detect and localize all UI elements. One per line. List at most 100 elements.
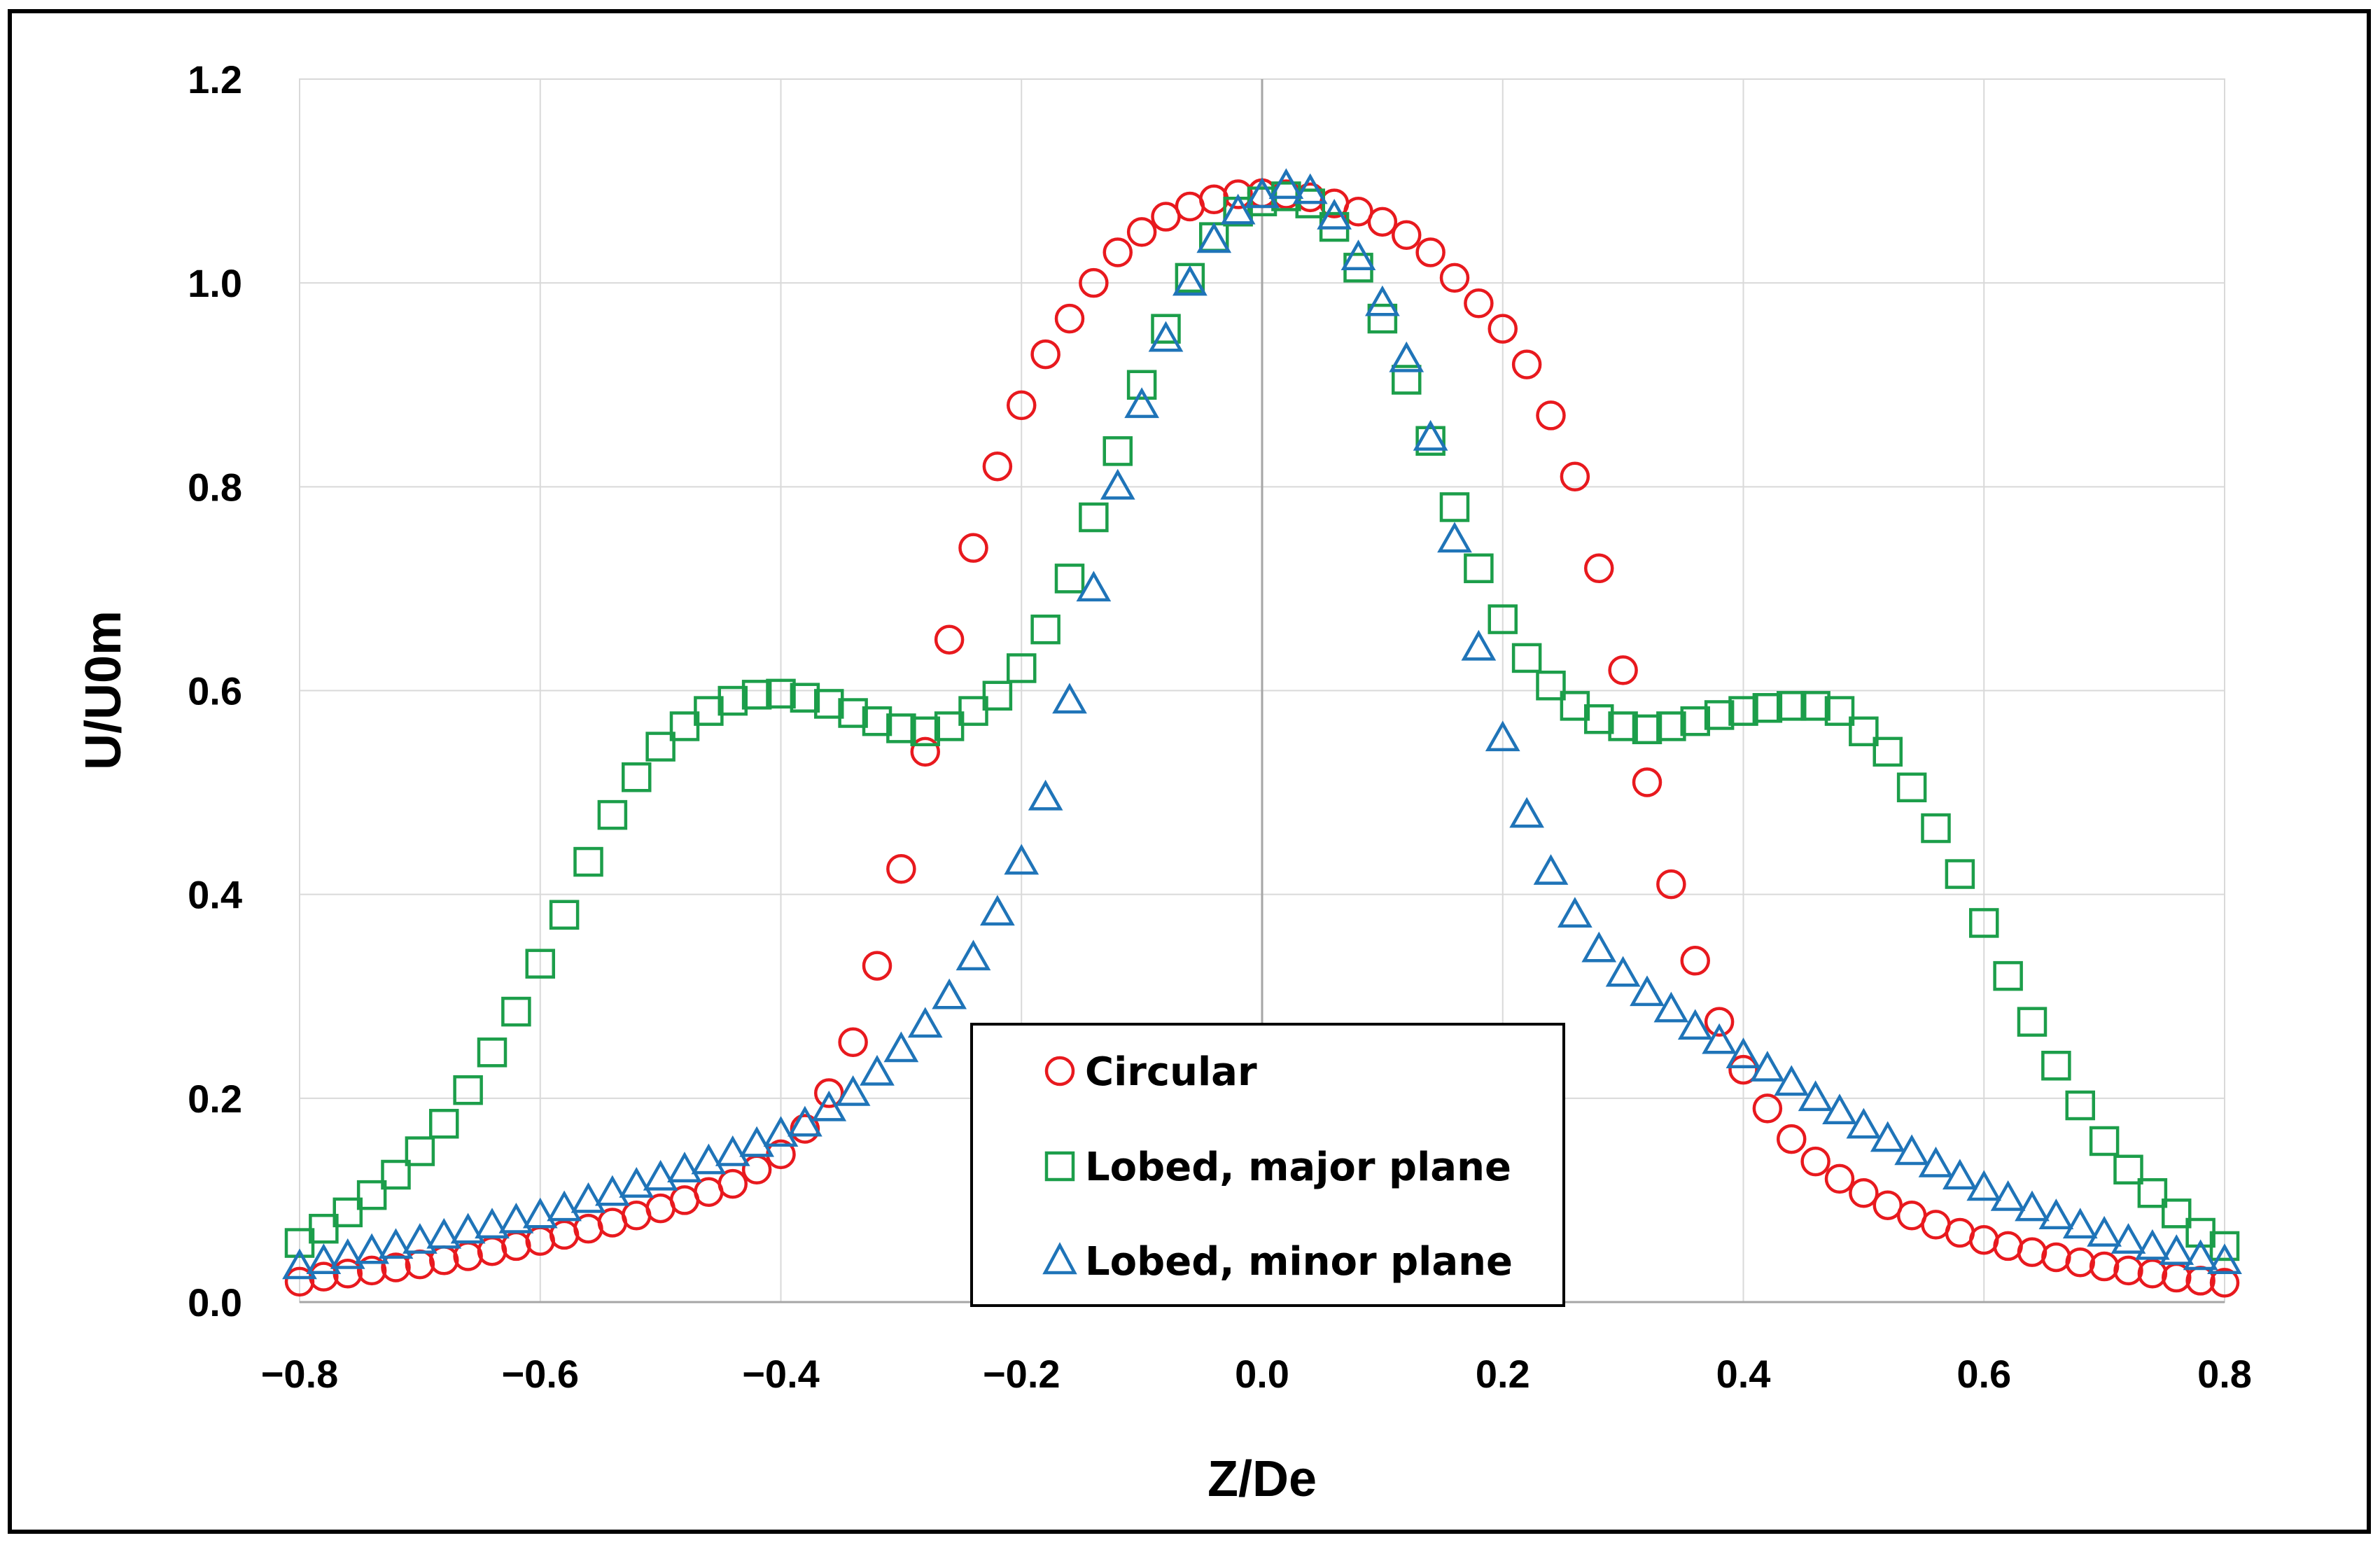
data-point-triangle xyxy=(1558,897,1592,928)
data-point-circle xyxy=(1007,390,1037,421)
data-point-circle xyxy=(2065,1247,2095,1278)
series-square xyxy=(284,181,2240,1261)
data-point-square xyxy=(573,846,603,877)
y-tick-label: 0.6 xyxy=(188,669,242,713)
data-point-circle xyxy=(2137,1258,2168,1289)
data-point-circle xyxy=(886,854,916,884)
data-point-square xyxy=(886,713,916,743)
y-tick-label: 0.4 xyxy=(188,873,242,917)
data-point-square xyxy=(1584,704,1614,734)
data-point-triangle xyxy=(1004,844,1040,875)
data-point-square xyxy=(356,1180,387,1210)
data-point-triangle xyxy=(2087,1215,2122,1247)
data-point-circle xyxy=(1223,179,1253,209)
data-point-square xyxy=(453,1075,483,1105)
data-point-circle xyxy=(1632,767,1662,797)
data-point-triangle xyxy=(883,1031,919,1063)
data-point-circle xyxy=(1392,220,1422,250)
data-point-triangle xyxy=(715,1135,750,1166)
data-point-circle xyxy=(1777,1124,1807,1154)
data-point-circle xyxy=(838,1027,868,1058)
data-point-circle xyxy=(1680,946,1710,976)
data-point-square xyxy=(694,696,724,726)
data-point-circle xyxy=(1584,553,1614,584)
data-point-triangle xyxy=(1220,193,1256,225)
tick-labels: −0.8 −0.6 −0.4 −0.2 0.0 0.2 0.4 0.6 0.8 0.0 0.2 0.4… xyxy=(188,57,2252,1396)
data-point-triangle xyxy=(354,1233,389,1264)
x-tick-label: −0.6 xyxy=(501,1352,579,1396)
data-point-triangle xyxy=(1100,468,1135,500)
data-point-triangle xyxy=(570,1182,606,1213)
data-point-circle xyxy=(381,1252,411,1282)
data-point-square xyxy=(405,1136,435,1166)
data-point-triangle xyxy=(1798,1080,1833,1112)
data-point-triangle xyxy=(1437,522,1472,553)
data-point-circle xyxy=(1415,237,1446,267)
data-point-triangle xyxy=(1196,222,1232,253)
data-point-triangle xyxy=(691,1143,727,1175)
data-point-circle xyxy=(1464,288,1494,319)
data-point-circle xyxy=(1488,314,1518,344)
y-tick-label: 1.2 xyxy=(188,57,242,102)
data-point-square xyxy=(1030,614,1060,645)
data-point-circle xyxy=(1704,1007,1735,1037)
x-tick-label: 0.2 xyxy=(1476,1352,1530,1396)
data-point-circle xyxy=(958,533,988,563)
data-point-triangle xyxy=(1870,1121,1905,1152)
legend-triangle-marker xyxy=(1042,1242,1077,1275)
data-point-triangle xyxy=(1485,720,1520,752)
data-point-triangle xyxy=(2207,1243,2242,1275)
data-point-square xyxy=(1849,716,1879,746)
data-point-square xyxy=(1392,365,1422,395)
data-point-circle xyxy=(814,1078,844,1108)
data-point-square xyxy=(1680,706,1710,736)
data-point-square xyxy=(669,711,700,741)
data-point-triangle xyxy=(2159,1234,2194,1265)
data-point-square xyxy=(766,678,796,709)
data-point-triangle xyxy=(619,1167,654,1198)
data-point-triangle xyxy=(811,1090,847,1121)
data-point-circle xyxy=(1054,303,1085,334)
data-point-triangle xyxy=(1124,387,1159,419)
data-point-square xyxy=(2209,1231,2240,1261)
data-point-square xyxy=(1728,696,1758,726)
data-point-circle xyxy=(1367,207,1398,237)
data-point-circle xyxy=(1030,339,1060,370)
legend-circle-marker xyxy=(1044,1056,1075,1086)
data-point-circle xyxy=(790,1114,820,1144)
data-point-square xyxy=(1536,670,1566,701)
data-point-square xyxy=(1777,691,1807,721)
data-point-triangle xyxy=(1966,1170,2002,1201)
data-point-circle xyxy=(910,736,940,767)
data-point-triangle xyxy=(1509,797,1544,828)
data-point-triangle xyxy=(980,895,1015,926)
data-point-square xyxy=(1945,859,1975,889)
data-point-triangle xyxy=(1340,239,1376,271)
data-series xyxy=(282,168,2242,1298)
legend: Circular Lobed, major plane Lobed, minor… xyxy=(970,1023,1565,1307)
data-point-triangle xyxy=(835,1075,871,1106)
data-point-circle xyxy=(1511,349,1542,379)
data-point-circle xyxy=(1800,1146,1830,1177)
data-point-circle xyxy=(1824,1163,1855,1194)
data-point-square xyxy=(645,732,676,762)
data-point-circle xyxy=(1536,400,1566,431)
data-point-square xyxy=(332,1197,363,1228)
data-point-triangle xyxy=(2183,1239,2218,1271)
data-point-triangle xyxy=(1533,854,1569,885)
data-point-triangle xyxy=(1918,1146,1954,1177)
legend-label-lobed-minor: Lobed, minor plane xyxy=(1085,1239,1513,1285)
data-point-triangle xyxy=(1581,931,1617,963)
data-point-square xyxy=(958,696,988,726)
data-point-circle xyxy=(1439,263,1470,293)
data-point-triangle xyxy=(595,1175,630,1206)
data-point-triangle xyxy=(1268,168,1304,200)
data-point-triangle xyxy=(522,1197,558,1229)
data-point-triangle xyxy=(1822,1093,1857,1125)
data-point-square xyxy=(2162,1198,2192,1229)
data-point-triangle xyxy=(2038,1198,2074,1229)
data-point-triangle xyxy=(475,1208,510,1239)
data-point-square xyxy=(1464,553,1494,584)
data-point-triangle xyxy=(643,1159,678,1191)
